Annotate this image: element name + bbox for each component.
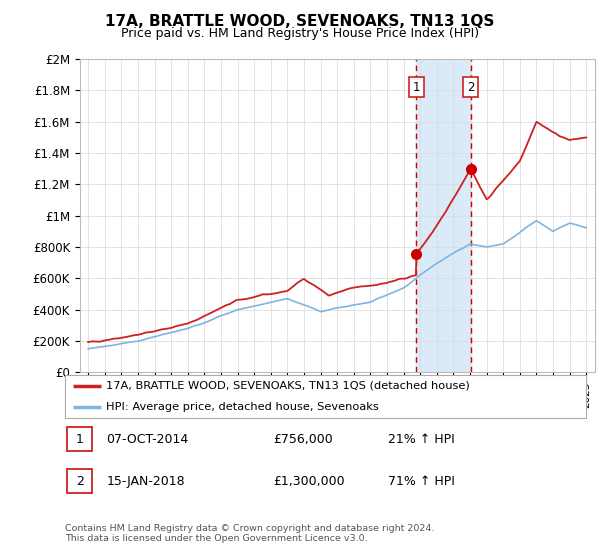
FancyBboxPatch shape: [65, 375, 586, 418]
Text: 1: 1: [413, 81, 420, 94]
Text: 15-JAN-2018: 15-JAN-2018: [106, 475, 185, 488]
Text: Contains HM Land Registry data © Crown copyright and database right 2024.
This d: Contains HM Land Registry data © Crown c…: [65, 524, 434, 543]
Text: 17A, BRATTLE WOOD, SEVENOAKS, TN13 1QS (detached house): 17A, BRATTLE WOOD, SEVENOAKS, TN13 1QS (…: [106, 381, 470, 391]
Text: 71% ↑ HPI: 71% ↑ HPI: [388, 475, 455, 488]
Bar: [416, 59, 471, 372]
FancyBboxPatch shape: [67, 427, 92, 451]
Text: £756,000: £756,000: [273, 432, 333, 446]
Text: £1,300,000: £1,300,000: [273, 475, 345, 488]
Text: Price paid vs. HM Land Registry's House Price Index (HPI): Price paid vs. HM Land Registry's House …: [121, 27, 479, 40]
Text: HPI: Average price, detached house, Sevenoaks: HPI: Average price, detached house, Seve…: [106, 402, 379, 412]
Text: 2: 2: [76, 475, 84, 488]
Text: 2: 2: [467, 81, 475, 94]
Text: 1: 1: [76, 432, 84, 446]
FancyBboxPatch shape: [67, 469, 92, 493]
Text: 21% ↑ HPI: 21% ↑ HPI: [388, 432, 454, 446]
Text: 17A, BRATTLE WOOD, SEVENOAKS, TN13 1QS: 17A, BRATTLE WOOD, SEVENOAKS, TN13 1QS: [106, 14, 494, 29]
Text: 07-OCT-2014: 07-OCT-2014: [106, 432, 189, 446]
